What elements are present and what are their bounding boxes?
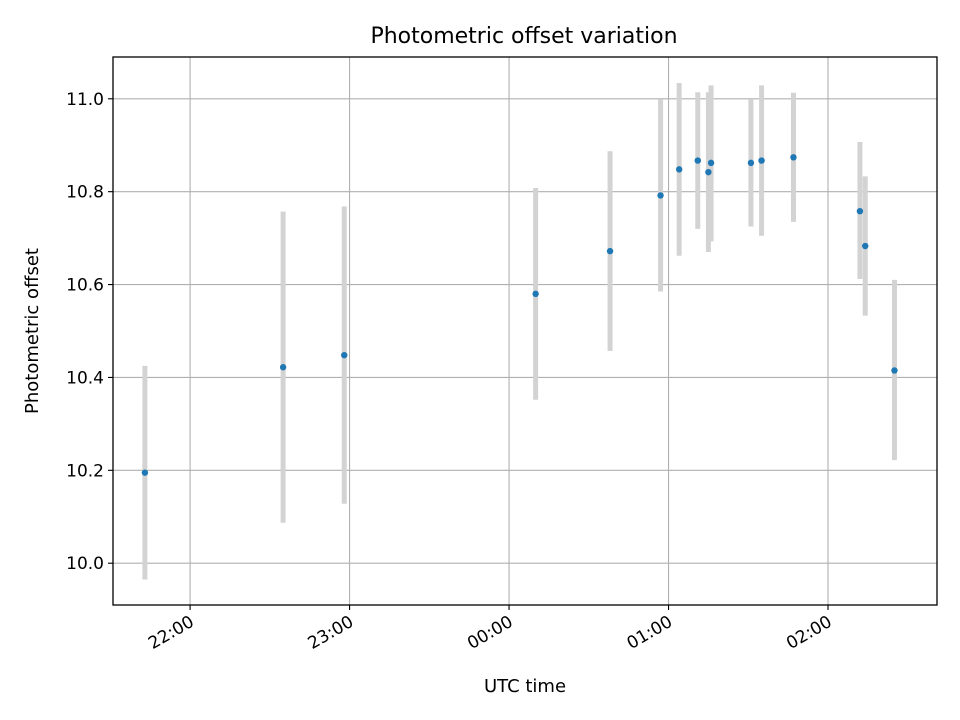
y-tick-label: 11.0 — [66, 90, 104, 110]
data-point — [891, 367, 898, 374]
data-point — [705, 168, 712, 176]
y-tick-label: 10.2 — [66, 461, 104, 481]
y-tick-label: 10.8 — [66, 183, 104, 203]
data-point — [694, 157, 701, 164]
x-axis-label: UTC time — [484, 676, 566, 697]
data-point — [862, 242, 869, 250]
data-point — [532, 290, 539, 298]
data-point — [341, 351, 348, 359]
y-axis-label: Photometric offset — [22, 248, 43, 414]
y-tick-label: 10.6 — [66, 276, 104, 296]
data-point — [707, 159, 715, 167]
data-point — [279, 364, 287, 371]
data-point — [747, 159, 755, 167]
data-point — [141, 469, 149, 476]
data-point — [790, 154, 797, 161]
data-point — [657, 192, 664, 199]
plot-frame — [112, 56, 938, 606]
y-axis-ticks: 10.0 10.2 10.4 10.6 10.8 11.0 — [66, 90, 113, 574]
data-point — [758, 157, 765, 164]
data-points — [141, 154, 898, 476]
grid — [113, 57, 937, 605]
data-point — [675, 166, 683, 173]
data-point — [606, 247, 614, 255]
y-tick-label: 10.4 — [66, 368, 104, 388]
data-point — [856, 207, 864, 215]
chart-title: Photometric offset variation — [370, 24, 677, 49]
y-tick-label: 10.0 — [66, 554, 104, 574]
